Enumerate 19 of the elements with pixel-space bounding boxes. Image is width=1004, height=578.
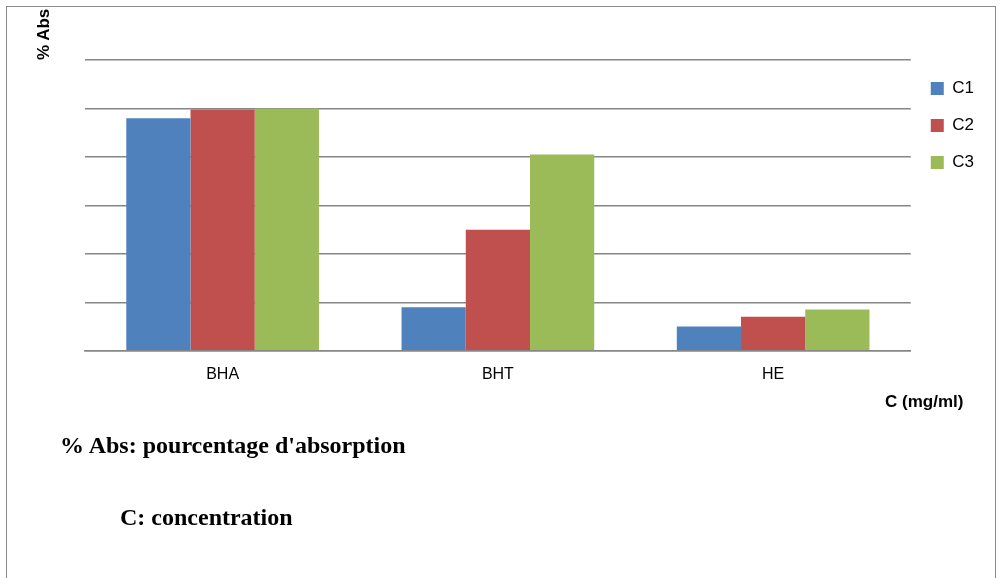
bar [676, 326, 742, 351]
bar [126, 118, 191, 351]
x-tick-label: BHT [481, 364, 515, 382]
bar [741, 316, 806, 351]
y-axis-title: % Abs [34, 8, 54, 60]
legend-label: C1 [952, 78, 974, 98]
bar [530, 154, 595, 351]
legend-label: C2 [952, 115, 974, 135]
bar [254, 108, 319, 351]
legend-label: C3 [952, 152, 974, 172]
bar [190, 109, 255, 351]
bar [805, 309, 870, 351]
bar [401, 307, 466, 351]
text: % Abs: pourcentage d'absorption [60, 432, 406, 459]
text: C: concentration [120, 504, 293, 531]
bar [465, 229, 530, 351]
x-tick-label: BHA [206, 364, 240, 382]
x-tick-label: HE [762, 364, 785, 382]
x-axis-title: C (mg/ml) [885, 392, 964, 412]
